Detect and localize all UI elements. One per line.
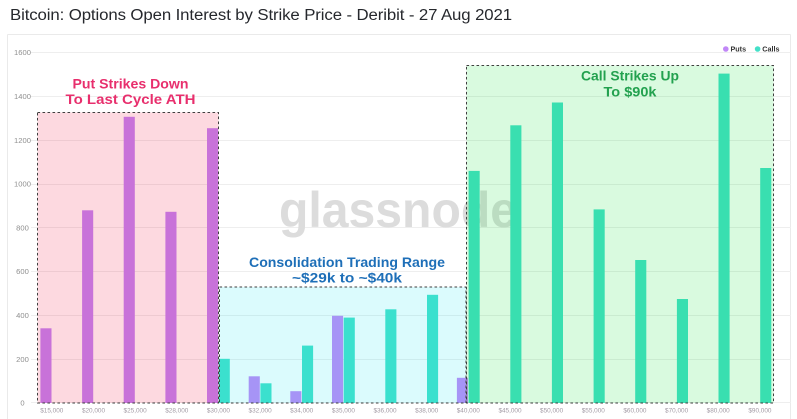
svg-text:0: 0 — [20, 399, 24, 408]
svg-text:$38,000: $38,000 — [415, 408, 439, 415]
svg-text:To Last Cycle ATH: To Last Cycle ATH — [66, 91, 196, 107]
svg-text:800: 800 — [16, 223, 29, 232]
svg-text:$70,000: $70,000 — [665, 408, 689, 415]
svg-text:Call Strikes Up: Call Strikes Up — [581, 68, 679, 84]
svg-text:$36,000: $36,000 — [373, 408, 397, 415]
svg-text:$90,000: $90,000 — [748, 408, 772, 415]
svg-text:$60,000: $60,000 — [623, 408, 647, 415]
svg-text:$28,000: $28,000 — [165, 408, 189, 415]
svg-text:Bitcoin: Options Open Interest: Bitcoin: Options Open Interest by Strike… — [10, 7, 512, 24]
svg-text:$35,000: $35,000 — [332, 408, 356, 415]
svg-text:400: 400 — [16, 311, 29, 320]
svg-text:1600: 1600 — [14, 48, 31, 57]
svg-text:$30,000: $30,000 — [207, 408, 231, 415]
svg-text:600: 600 — [16, 267, 29, 276]
svg-text:To $90k: To $90k — [604, 84, 657, 100]
svg-text:Consolidation Trading Range: Consolidation Trading Range — [249, 254, 445, 270]
svg-text:$55,000: $55,000 — [582, 408, 606, 415]
svg-text:200: 200 — [16, 355, 29, 364]
svg-text:Calls: Calls — [762, 45, 779, 54]
svg-text:1400: 1400 — [14, 92, 31, 101]
svg-text:$20,000: $20,000 — [82, 408, 106, 415]
svg-text:$40,000: $40,000 — [457, 408, 481, 415]
svg-text:$34,000: $34,000 — [290, 408, 314, 415]
svg-text:$50,000: $50,000 — [540, 408, 564, 415]
svg-text:$25,000: $25,000 — [124, 408, 148, 415]
svg-text:Puts: Puts — [731, 45, 747, 54]
svg-text:~$29k to ~$40k: ~$29k to ~$40k — [292, 270, 402, 286]
svg-text:$32,000: $32,000 — [249, 408, 273, 415]
svg-text:1000: 1000 — [14, 180, 31, 189]
svg-text:Put Strikes Down: Put Strikes Down — [73, 76, 189, 92]
svg-text:$80,000: $80,000 — [707, 408, 731, 415]
svg-text:$15,000: $15,000 — [40, 408, 64, 415]
svg-text:1200: 1200 — [14, 136, 31, 145]
svg-text:$45,000: $45,000 — [498, 408, 522, 415]
